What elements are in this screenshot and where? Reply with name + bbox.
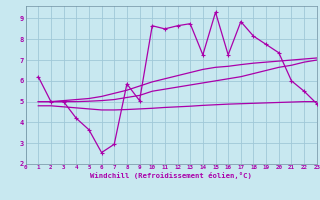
X-axis label: Windchill (Refroidissement éolien,°C): Windchill (Refroidissement éolien,°C): [90, 172, 252, 179]
